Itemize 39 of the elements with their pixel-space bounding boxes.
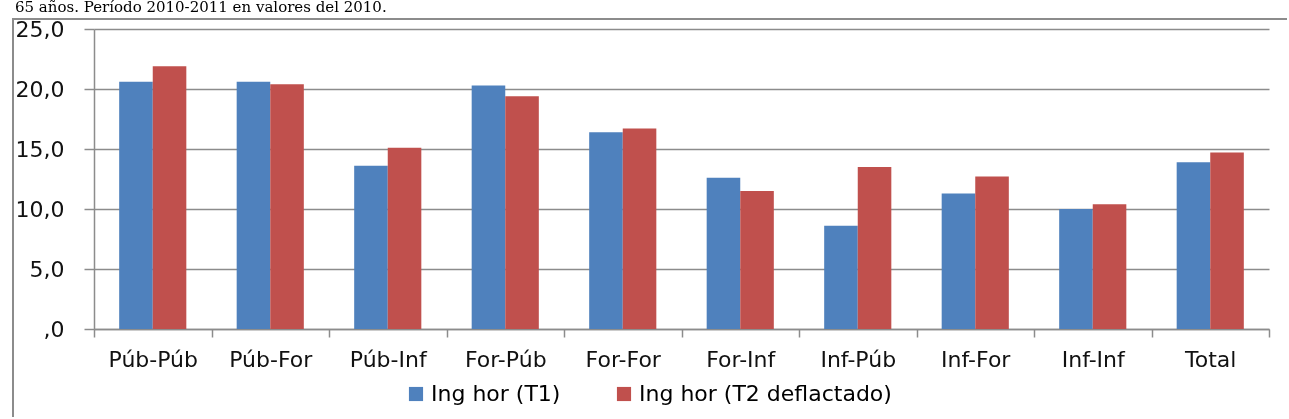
y-tick-label: 15,0 xyxy=(15,136,65,162)
bar xyxy=(975,176,1009,329)
x-tick-label: Púb-For xyxy=(229,346,314,372)
bar xyxy=(1092,204,1127,329)
x-tick-label: For-Púb xyxy=(464,346,547,372)
x-tick-label: For-For xyxy=(585,346,662,372)
x-tick-label: For-Inf xyxy=(706,346,777,372)
bar xyxy=(1210,152,1244,329)
legend-label: Ing hor (T1) xyxy=(431,381,561,406)
y-tick-label: 20,0 xyxy=(15,76,65,102)
x-tick-label: Inf-Púb xyxy=(820,346,897,372)
x-tick-label: Púb-Púb xyxy=(108,346,199,372)
bar xyxy=(824,225,858,329)
bar xyxy=(505,96,539,329)
y-tick-label: 5,0 xyxy=(29,256,65,282)
bar xyxy=(471,85,506,329)
x-tick-label: Inf-For xyxy=(941,346,1012,372)
bar xyxy=(941,193,976,329)
bar xyxy=(152,66,187,329)
bar xyxy=(354,165,388,329)
y-tick-label: 10,0 xyxy=(15,196,65,222)
bar xyxy=(740,191,774,329)
x-tick-label: Inf-Inf xyxy=(1061,346,1127,372)
bar xyxy=(387,147,422,329)
bar xyxy=(1059,209,1093,329)
bar xyxy=(270,84,304,329)
bar xyxy=(119,81,153,329)
chart-title: 65 años. Período 2010-2011 en valores del 2010. xyxy=(15,0,387,16)
x-tick-label: Púb-Inf xyxy=(349,346,428,372)
bar xyxy=(857,167,892,329)
bar xyxy=(1176,162,1211,329)
x-tick-label: Total xyxy=(1184,346,1237,372)
bar xyxy=(589,132,623,329)
y-tick-label: ,0 xyxy=(43,316,65,342)
bar xyxy=(622,128,657,329)
legend-label: Ing hor (T2 deflactado) xyxy=(639,381,892,406)
bar xyxy=(706,177,741,329)
bar xyxy=(236,81,271,329)
y-tick-label: 25,0 xyxy=(15,16,65,42)
